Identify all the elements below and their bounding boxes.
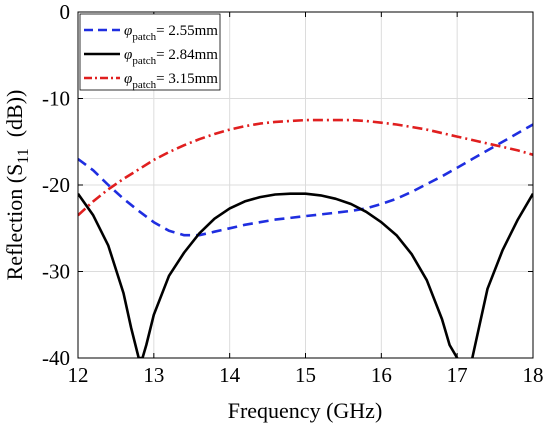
legend-subscript: patch — [132, 79, 156, 91]
x-tick-label: 13 — [143, 363, 164, 387]
series-line-2 — [78, 118, 533, 217]
legend-value: = 3.15mm — [156, 71, 218, 87]
legend-entry-2: φpatch= 3.15mm — [124, 71, 218, 91]
series-layer — [78, 118, 533, 358]
x-axis-title: Frequency (GHz) — [228, 398, 383, 423]
legend-symbol: φ — [124, 71, 132, 87]
legend-symbol: φ — [124, 23, 132, 39]
legend-subscript: patch — [132, 55, 156, 67]
legend-symbol: φ — [124, 47, 132, 63]
legend-subscript: patch — [132, 31, 156, 43]
legend-entry-1: φpatch= 2.84mm — [124, 47, 218, 67]
y-axis-title-tail: (dB)) — [2, 90, 27, 149]
y-axis-title-sub: 11 — [15, 148, 32, 163]
y-axis-ticks: 0 -10 -20 -30 -40 — [42, 0, 533, 370]
series-line-1 — [78, 192, 533, 358]
x-tick-label: 14 — [219, 363, 241, 387]
legend-value: = 2.55mm — [156, 23, 218, 39]
x-tick-label: 15 — [295, 363, 316, 387]
y-tick-label: -40 — [42, 346, 70, 370]
y-axis-title: Reflection (S11 (dB)) — [2, 90, 32, 281]
y-tick-label: 0 — [60, 0, 71, 24]
series-line-0 — [78, 123, 533, 237]
legend-entry-0: φpatch= 2.55mm — [124, 23, 218, 43]
x-tick-label: 12 — [68, 363, 89, 387]
x-tick-label: 18 — [523, 363, 544, 387]
y-tick-label: -30 — [42, 260, 70, 284]
x-tick-label: 17 — [447, 363, 468, 387]
y-tick-label: -20 — [42, 173, 70, 197]
legend-value: = 2.84mm — [156, 47, 218, 63]
y-tick-label: -10 — [42, 87, 70, 111]
x-axis-ticks: 12 13 14 15 16 17 18 — [68, 12, 544, 387]
x-tick-label: 16 — [371, 363, 392, 387]
y-axis-title-main: Reflection (S — [2, 164, 27, 281]
